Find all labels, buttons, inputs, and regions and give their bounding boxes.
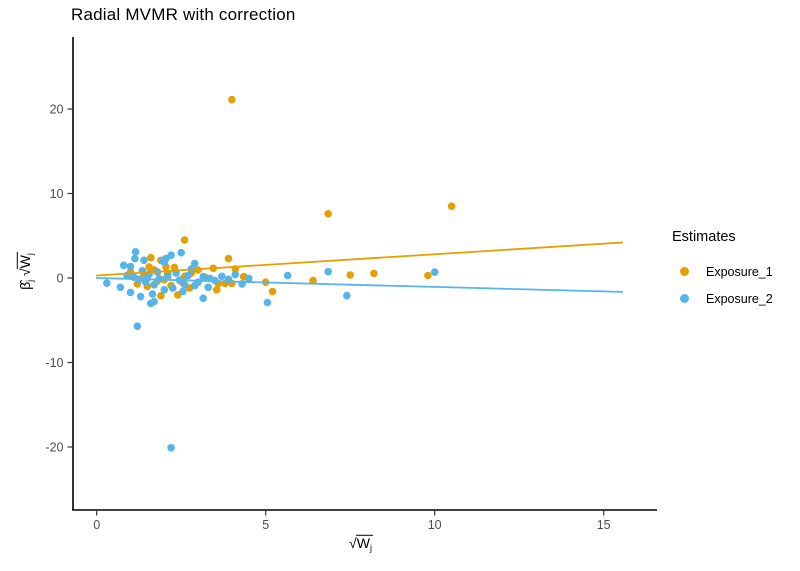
y-tick-label: 0 — [57, 272, 64, 286]
data-point-exposure_2 — [131, 254, 139, 263]
data-point-exposure_2 — [103, 279, 111, 287]
y-axis-label: β̂j √Wj — [16, 252, 36, 290]
data-point-exposure_2 — [169, 284, 177, 292]
radicand-subscript: j — [24, 253, 35, 256]
data-point-exposure_1 — [324, 210, 333, 218]
data-point-exposure_2 — [167, 444, 175, 452]
x-tick-label: 10 — [428, 518, 442, 532]
radicand-w: W — [356, 534, 370, 551]
data-point-exposure_2 — [119, 261, 128, 270]
data-point-exposure_2 — [283, 271, 292, 280]
data-point-exposure_1 — [346, 271, 355, 279]
radical-sign: √ — [16, 269, 33, 276]
data-point-exposure_1 — [309, 276, 317, 285]
data-point-exposure_2 — [245, 274, 253, 283]
x-tick-label: 5 — [262, 518, 269, 532]
data-point-exposure_2 — [136, 292, 145, 301]
data-point-exposure_1 — [224, 254, 233, 263]
data-point-exposure_2 — [141, 278, 150, 287]
data-point-exposure_2 — [160, 286, 169, 294]
data-point-exposure_1 — [228, 95, 236, 104]
radicand-w: W — [16, 255, 33, 269]
x-axis-label: √Wj — [349, 534, 373, 553]
data-point-exposure_2 — [204, 283, 212, 292]
data-point-exposure_2 — [199, 294, 207, 303]
data-point-exposure_1 — [268, 287, 277, 296]
data-point-exposure_2 — [158, 257, 167, 265]
data-point-exposure_2 — [147, 299, 155, 308]
exposure-1-swatch-icon — [680, 267, 689, 276]
data-point-exposure_2 — [148, 290, 157, 298]
legend-item-exposure-1: Exposure_1 — [672, 258, 773, 285]
fit-line-exposure_2 — [95, 277, 624, 293]
data-point-exposure_1 — [424, 271, 432, 280]
y-tick-label: 20 — [50, 103, 64, 117]
data-point-exposure_2 — [150, 281, 158, 289]
data-point-exposure_1 — [212, 286, 221, 294]
data-point-exposure_2 — [140, 256, 148, 265]
data-point-exposure_1 — [180, 236, 189, 244]
data-point-exposure_2 — [177, 248, 185, 257]
data-point-exposure_2 — [430, 268, 439, 276]
legend: Estimates Exposure_1 Exposure_2 — [672, 229, 773, 312]
data-point-exposure_2 — [163, 272, 172, 281]
data-point-exposure_2 — [131, 248, 140, 256]
x-tick-label: 15 — [597, 518, 611, 532]
legend-item-label: Exposure_1 — [706, 264, 773, 279]
chart-title: Radial MVMR with correction — [71, 5, 296, 24]
data-point-exposure_1 — [370, 269, 378, 278]
beta-subscript: j — [24, 279, 35, 282]
radicand-subscript: j — [369, 542, 372, 553]
data-point-exposure_2 — [184, 271, 192, 280]
x-tick-label: 0 — [93, 518, 100, 532]
data-point-exposure_2 — [190, 259, 199, 268]
legend-item-exposure-2: Exposure_2 — [672, 285, 773, 312]
data-point-exposure_2 — [116, 283, 125, 292]
legend-item-label: Exposure_2 — [706, 291, 773, 306]
data-point-exposure_1 — [147, 253, 155, 262]
exposure-2-swatch-icon — [680, 294, 689, 303]
data-point-exposure_1 — [447, 202, 456, 210]
fit-line-exposure_1 — [95, 241, 624, 277]
data-point-exposure_2 — [133, 322, 142, 331]
data-point-exposure_2 — [343, 291, 351, 300]
data-point-exposure_2 — [126, 262, 135, 271]
data-point-exposure_2 — [180, 281, 189, 289]
data-point-exposure_1 — [157, 291, 165, 300]
y-tick-label: -10 — [45, 356, 63, 370]
data-point-exposure_2 — [126, 288, 135, 297]
data-point-exposure_2 — [190, 281, 199, 290]
data-point-exposure_2 — [263, 298, 272, 307]
radical-sign: √ — [349, 534, 357, 551]
data-point-exposure_2 — [167, 251, 175, 259]
data-point-exposure_2 — [218, 272, 226, 281]
data-point-exposure_1 — [145, 263, 153, 271]
data-point-exposure_2 — [179, 287, 187, 296]
data-point-exposure_2 — [324, 267, 333, 276]
data-point-exposure_2 — [199, 272, 207, 281]
y-tick-label: 10 — [50, 187, 64, 201]
y-tick-label: -20 — [45, 441, 63, 455]
data-point-exposure_2 — [231, 270, 240, 279]
legend-title: Estimates — [672, 229, 736, 245]
beta-hat-symbol: β̂ — [16, 281, 33, 290]
